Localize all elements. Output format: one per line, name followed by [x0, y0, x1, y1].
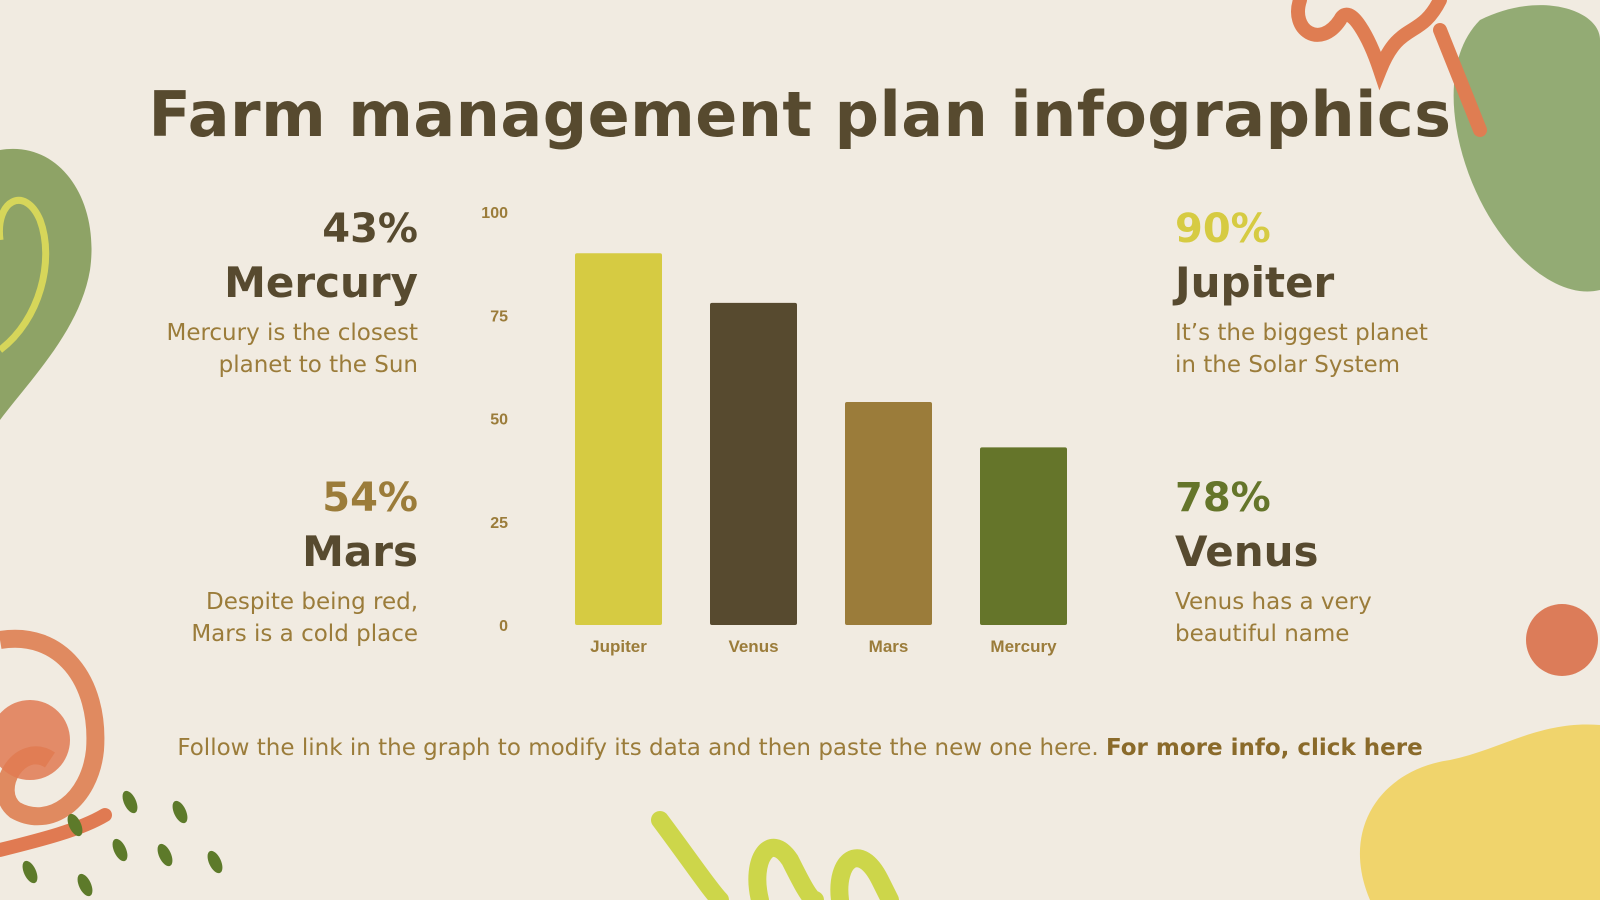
y-tick-label: 100: [481, 205, 508, 222]
stat-jupiter: 90% Jupiter It’s the biggest planet in t…: [1175, 205, 1505, 381]
footer-note: Follow the link in the graph to modify i…: [0, 735, 1600, 761]
stat-percent: 78%: [1175, 475, 1271, 521]
yellow-squiggle-bottom: [651, 811, 899, 900]
green-blob-top-right: [1453, 5, 1600, 292]
stat-mercury: 43% Mercury Mercury is the closest plane…: [88, 205, 418, 381]
stat-desc-line1: Mercury is the closest: [166, 320, 418, 346]
stat-percent: 54%: [322, 475, 418, 521]
green-dashes: [22, 790, 223, 897]
stat-percent: 90%: [1175, 206, 1271, 252]
x-tick-label: Venus: [728, 637, 778, 656]
stat-desc-line1: Venus has a very: [1175, 589, 1372, 615]
stat-desc-line1: Despite being red,: [206, 589, 418, 615]
footer-text: Follow the link in the graph to modify i…: [177, 735, 1106, 761]
x-tick-label: Mercury: [990, 637, 1057, 656]
y-tick-label: 25: [490, 515, 508, 532]
more-info-link[interactable]: For more info, click here: [1105, 735, 1423, 761]
green-blob-left: [0, 148, 92, 420]
stat-name: Venus: [1175, 527, 1319, 576]
stat-name: Mercury: [224, 258, 418, 307]
orange-squiggle-top: [1291, 0, 1487, 137]
stat-mars: 54% Mars Despite being red, Mars is a co…: [88, 474, 418, 650]
y-tick-label: 75: [490, 308, 508, 325]
bar-venus: [710, 302, 797, 625]
yellow-swirl-left: [0, 196, 50, 353]
bar-jupiter: [575, 253, 662, 626]
bar-mercury: [980, 447, 1067, 625]
yellow-blob-bottom-right: [1359, 724, 1600, 900]
orange-dot-left: [0, 700, 70, 780]
orange-stroke-bottom-left: [0, 808, 112, 857]
orange-dot-right: [1526, 604, 1598, 676]
bar-chart[interactable]: 0 25 50 75 100 Jupiter Venus Mars Mercury: [470, 190, 1090, 670]
stat-desc-line2: planet to the Sun: [218, 352, 418, 378]
page-title: Farm management plan infographics: [148, 78, 1452, 151]
stat-name: Jupiter: [1175, 258, 1335, 307]
stat-percent: 43%: [322, 206, 418, 252]
stat-desc-line2: beautiful name: [1175, 621, 1350, 647]
x-tick-label: Mars: [869, 637, 909, 656]
stat-desc-line2: in the Solar System: [1175, 352, 1401, 378]
x-tick-label: Jupiter: [590, 637, 647, 656]
stat-venus: 78% Venus Venus has a very beautiful nam…: [1175, 474, 1505, 650]
y-tick-label: 0: [499, 618, 508, 635]
y-tick-label: 50: [490, 412, 508, 429]
stat-name: Mars: [302, 527, 418, 576]
stat-desc-line1: It’s the biggest planet: [1175, 320, 1428, 346]
bar-mars: [845, 401, 932, 625]
stat-desc-line2: Mars is a cold place: [191, 621, 418, 647]
